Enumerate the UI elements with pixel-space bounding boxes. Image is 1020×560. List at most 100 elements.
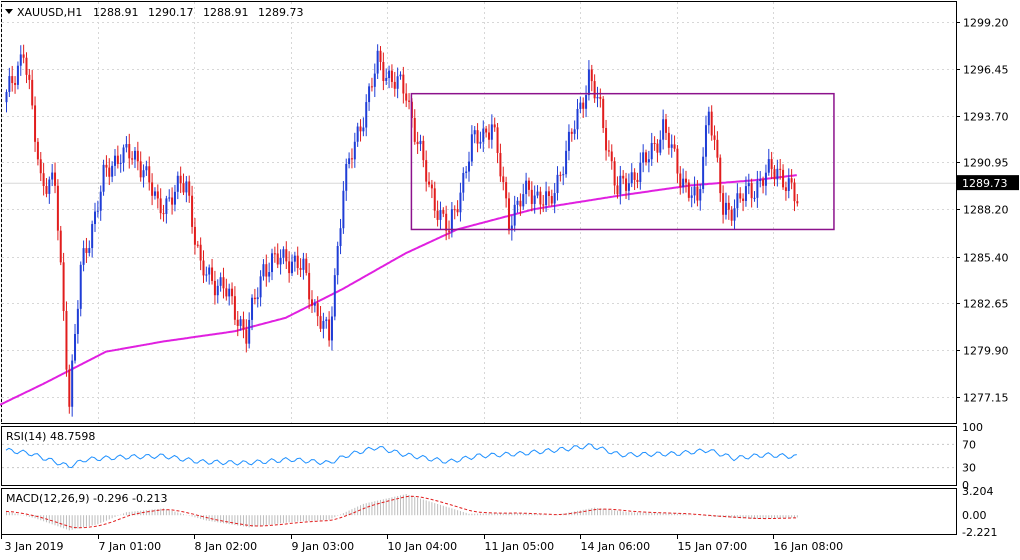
candle-body: [219, 277, 222, 286]
candle-body: [68, 369, 71, 407]
candle-body: [653, 143, 656, 145]
candles-layer: [5, 44, 799, 417]
candle-body: [131, 158, 134, 160]
candle-body: [645, 152, 648, 163]
candle-body: [408, 100, 411, 102]
candle-body: [459, 192, 462, 213]
candle-body: [22, 54, 25, 58]
candle-body: [576, 108, 579, 130]
candle-body: [784, 187, 787, 191]
candle-body: [547, 191, 550, 197]
candle-body: [545, 191, 548, 206]
candle-body: [468, 161, 471, 172]
candle-body: [630, 172, 633, 184]
rsi-level-label: 0: [962, 479, 969, 492]
candle-body: [462, 172, 465, 193]
rsi-layer: 100 70 30 0: [2, 421, 983, 492]
symbol-dropdown-icon[interactable]: [5, 9, 13, 14]
candle-body: [579, 102, 582, 109]
candle-body: [191, 195, 194, 227]
candle-body: [279, 257, 282, 265]
candle-body: [85, 248, 88, 253]
candle-body: [105, 164, 108, 168]
candle-body: [682, 178, 685, 188]
time-label: 3 Jan 2019: [5, 540, 64, 553]
candle-body: [793, 182, 796, 202]
candle-body: [565, 150, 568, 175]
rsi-level-label: 100: [962, 421, 983, 434]
candle-body: [590, 69, 593, 82]
candle-body: [253, 297, 256, 300]
candle-body: [428, 181, 431, 185]
candle-body: [345, 163, 348, 191]
candle-body: [533, 195, 536, 204]
candle-body: [239, 319, 242, 326]
candle-body: [362, 127, 365, 132]
candle-body: [359, 126, 362, 132]
candle-body: [485, 128, 488, 133]
candle-body: [365, 102, 368, 128]
candle-body: [205, 274, 208, 276]
candle-body: [642, 152, 645, 163]
candle-body: [413, 118, 416, 142]
candle-body: [248, 319, 251, 344]
candle-body: [242, 319, 245, 330]
candle-body: [330, 316, 333, 341]
candle-body: [722, 193, 725, 215]
macd-level-label: -2.221: [962, 526, 997, 539]
candle-body: [133, 150, 136, 160]
price-tick-label: 1282.65: [963, 298, 1009, 311]
candle-body: [767, 159, 770, 173]
candle-body: [425, 160, 428, 182]
candle-body: [370, 86, 373, 88]
candle-body: [94, 211, 97, 225]
candle-body: [373, 73, 376, 87]
candle-body: [433, 188, 436, 211]
candle-body: [236, 319, 239, 326]
candle-body: [602, 98, 605, 129]
price-tick-label: 1288.20: [963, 204, 1009, 217]
candle-body: [211, 267, 214, 281]
candle-body: [54, 172, 57, 186]
candle-body: [530, 189, 533, 204]
candle-body: [496, 127, 499, 153]
macd-level-label: 3.204: [962, 485, 994, 498]
candle-body: [199, 244, 202, 261]
candle-body: [393, 81, 396, 89]
candle-body: [502, 176, 505, 183]
candle-body: [650, 143, 653, 160]
candle-body: [339, 228, 342, 247]
candle-body: [416, 141, 419, 145]
rsi-level-label: 30: [962, 462, 976, 475]
candle-body: [36, 141, 39, 160]
candle-body: [762, 179, 765, 186]
candle-body: [179, 175, 182, 184]
candle-body: [567, 131, 570, 151]
candle-body: [625, 178, 628, 191]
candle-body: [456, 209, 459, 213]
candle-body: [519, 200, 522, 207]
candle-body: [527, 180, 530, 190]
candle-body: [156, 191, 159, 199]
candle-body: [665, 119, 668, 133]
candle-body: [619, 175, 622, 195]
candle-body: [556, 174, 559, 194]
candle-body: [88, 248, 91, 253]
candle-body: [128, 144, 131, 159]
candle-body: [764, 172, 767, 186]
candle-body: [553, 193, 556, 204]
candle-body: [228, 288, 231, 297]
moving-average-layer: [0, 174, 797, 406]
candle-body: [750, 183, 753, 199]
candle-body: [25, 57, 28, 75]
candle-body: [753, 197, 756, 199]
candle-body: [356, 126, 359, 142]
candle-body: [34, 105, 37, 142]
time-label: 11 Jan 05:00: [485, 540, 555, 553]
candle-body: [145, 166, 148, 171]
price-tick-label: 1296.45: [963, 64, 1009, 77]
candle-body: [8, 76, 11, 92]
candle-body: [336, 246, 339, 276]
candle-body: [348, 158, 351, 164]
candle-body: [684, 178, 687, 183]
